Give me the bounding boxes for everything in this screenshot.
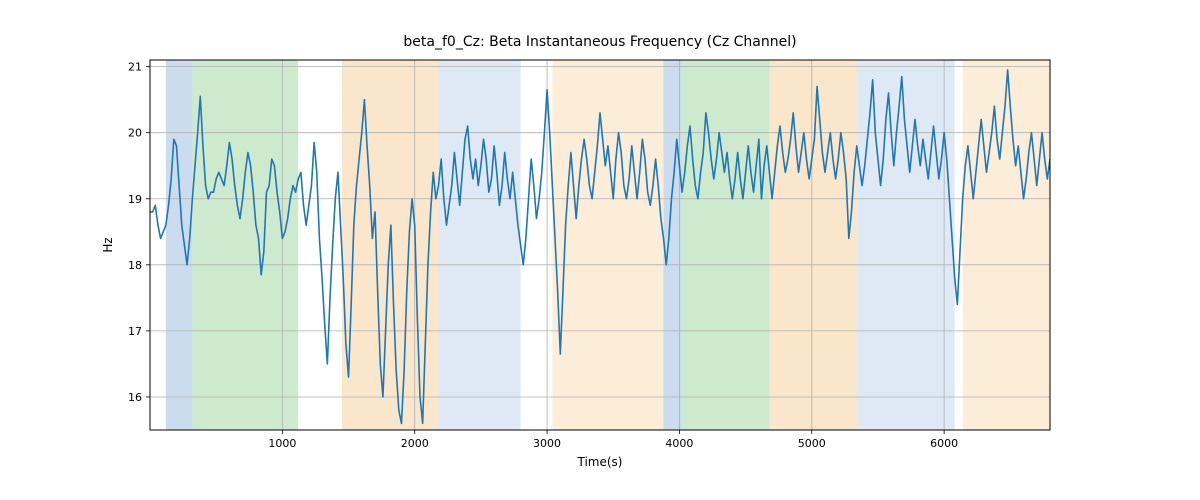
x-axis-label: Time(s): [577, 455, 623, 469]
y-tick-label: 20: [128, 127, 142, 140]
y-axis-label: Hz: [101, 237, 115, 252]
x-tick-label: 2000: [401, 437, 429, 450]
chart-band: [439, 60, 521, 430]
y-tick-label: 19: [128, 193, 142, 206]
y-tick-label: 16: [128, 391, 142, 404]
chart-band: [857, 60, 955, 430]
chart-band: [955, 60, 963, 430]
y-tick-label: 17: [128, 325, 142, 338]
chart-band: [552, 60, 663, 430]
x-tick-label: 5000: [798, 437, 826, 450]
chart-band: [682, 60, 769, 430]
chart-band: [769, 60, 856, 430]
x-tick-label: 3000: [533, 437, 561, 450]
x-tick-label: 1000: [268, 437, 296, 450]
chart-svg: 1000 2000 3000 4000 5000 6000 16 17 18 19 20 21 bet…: [0, 0, 1200, 500]
y-tick-label: 18: [128, 259, 142, 272]
chart-band: [963, 60, 1050, 430]
chart-container: 1000 2000 3000 4000 5000 6000 16 17 18 19 20 21 bet…: [0, 0, 1200, 500]
x-tick-label: 4000: [665, 437, 693, 450]
x-tick-label: 6000: [930, 437, 958, 450]
chart-title: beta_f0_Cz: Beta Instantaneous Frequency…: [403, 34, 796, 50]
y-tick-label: 21: [128, 61, 142, 74]
